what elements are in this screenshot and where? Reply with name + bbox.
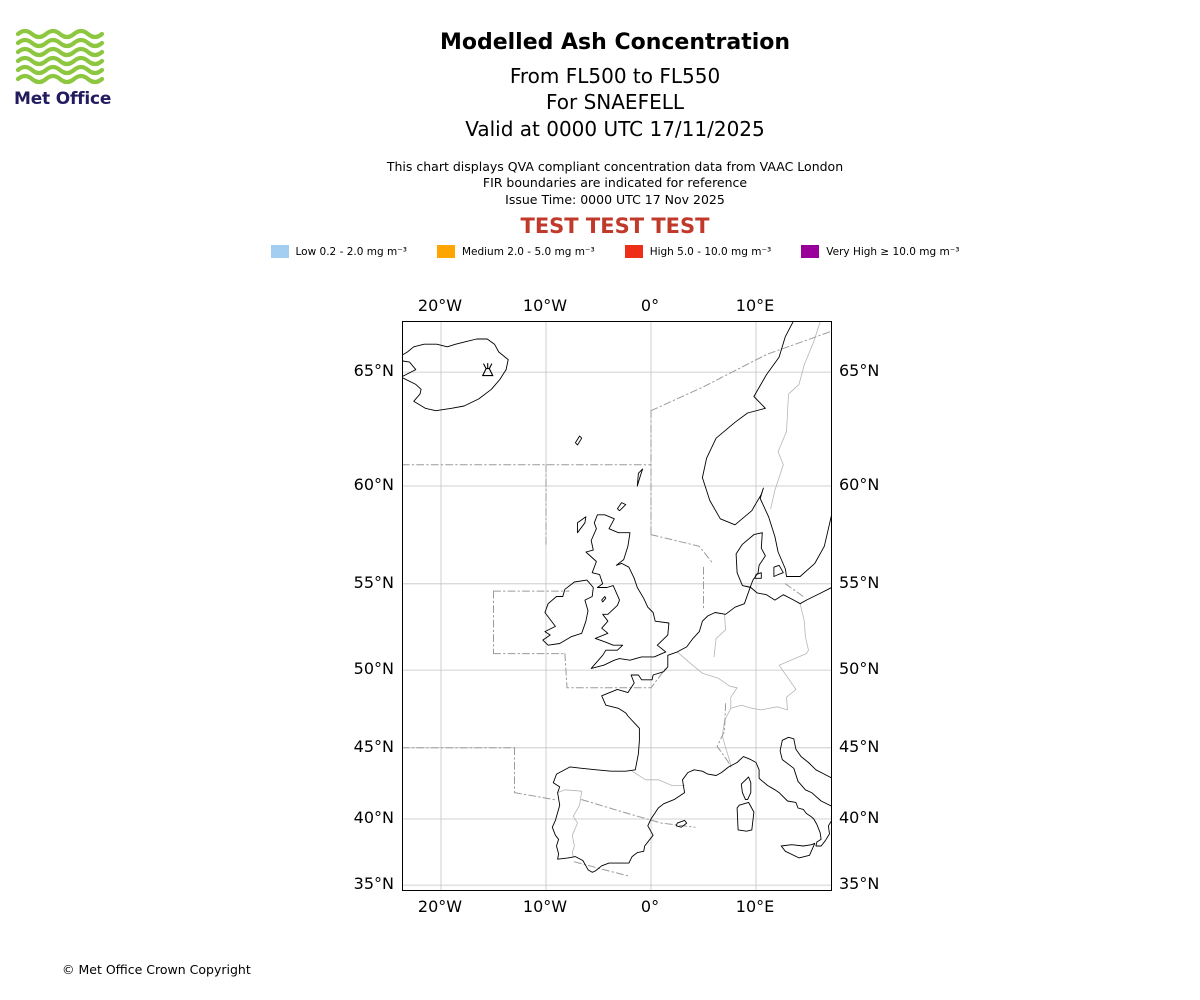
fir-boundary — [784, 583, 804, 597]
coastline — [675, 819, 688, 828]
lat-tick-right: 50°N — [839, 659, 880, 679]
fir-boundary — [650, 330, 831, 412]
fir-boundary — [716, 703, 732, 768]
ash-concentration-map — [402, 321, 832, 891]
country-border — [713, 613, 727, 658]
coastline — [701, 322, 831, 577]
lon-tick-bottom: 10°W — [522, 897, 568, 916]
country-border — [676, 651, 738, 709]
coastline — [551, 532, 831, 873]
coastline — [403, 338, 509, 412]
met-office-logo-text: Met Office — [14, 89, 112, 109]
country-border — [799, 603, 809, 655]
lon-tick-top: 10°E — [735, 296, 775, 315]
coastline — [574, 435, 583, 446]
coastline — [577, 516, 587, 534]
lat-tick-right: 65°N — [839, 361, 880, 381]
legend-label: Medium 2.0 - 5.0 mg m⁻³ — [461, 245, 595, 258]
coastline — [779, 736, 831, 807]
coastline — [601, 596, 607, 603]
legend-swatch-medium — [436, 245, 455, 258]
flight-level-subtitle: From FL500 to FL550 — [509, 64, 721, 88]
page-title: Modelled Ash Concentration — [439, 30, 791, 55]
legend-item-medium: Medium 2.0 - 5.0 mg m⁻³ — [436, 245, 595, 258]
test-banner: TEST TEST TEST — [520, 214, 710, 238]
copyright-footer: © Met Office Crown Copyright — [62, 962, 251, 977]
lat-tick-left: 65°N — [353, 361, 394, 381]
lat-tick-left: 35°N — [353, 874, 394, 894]
legend-label: Low 0.2 - 2.0 mg m⁻³ — [295, 245, 407, 258]
fir-boundary — [573, 861, 630, 877]
country-border — [730, 653, 807, 711]
lon-tick-top: 20°W — [417, 296, 463, 315]
lat-tick-right: 40°N — [839, 807, 880, 827]
lat-tick-left: 50°N — [353, 659, 394, 679]
fir-boundary — [581, 799, 696, 828]
legend-swatch-very-high — [801, 245, 820, 258]
lat-tick-left: 40°N — [353, 807, 394, 827]
fir-boundary — [564, 653, 667, 689]
legend-swatch-low — [270, 245, 289, 258]
lat-tick-right: 60°N — [839, 475, 880, 494]
coastline — [616, 502, 627, 512]
issue-time-note: Issue Time: 0000 UTC 17 Nov 2025 — [505, 192, 725, 207]
legend-item-low: Low 0.2 - 2.0 mg m⁻³ — [270, 245, 407, 258]
country-border — [721, 707, 732, 768]
country-border — [631, 770, 686, 786]
fir-boundary — [650, 534, 714, 564]
met-office-waves-icon — [16, 28, 104, 85]
legend-item-high: High 5.0 - 10.0 mg m⁻³ — [624, 245, 772, 258]
lat-tick-right: 35°N — [839, 874, 880, 894]
lon-tick-top: 10°W — [522, 296, 568, 315]
coastline — [542, 579, 594, 646]
coastline — [754, 572, 762, 579]
fir-boundary — [514, 792, 555, 801]
coastline — [585, 514, 670, 669]
concentration-legend: Low 0.2 - 2.0 mg m⁻³ Medium 2.0 - 5.0 mg … — [15, 245, 1200, 258]
lon-tick-bottom: 0° — [640, 897, 660, 916]
lon-tick-bottom: 20°W — [417, 897, 463, 916]
lat-tick-left: 55°N — [353, 572, 394, 592]
legend-item-very-high: Very High ≥ 10.0 mg m⁻³ — [801, 245, 959, 258]
fir-note: FIR boundaries are indicated for referen… — [482, 175, 748, 190]
lat-tick-left: 45°N — [353, 736, 394, 756]
volcano-marker — [481, 363, 494, 377]
legend-label: High 5.0 - 10.0 mg m⁻³ — [649, 245, 772, 258]
coastline — [740, 776, 752, 801]
lon-tick-top: 0° — [640, 296, 660, 315]
country-border — [770, 322, 821, 510]
qva-note: This chart displays QVA compliant concen… — [386, 159, 844, 174]
legend-label: Very High ≥ 10.0 mg m⁻³ — [826, 245, 960, 258]
lat-tick-right: 55°N — [839, 572, 880, 592]
legend-swatch-high — [624, 245, 643, 258]
country-border — [557, 789, 583, 857]
valid-time-subtitle: Valid at 0000 UTC 17/11/2025 — [465, 117, 765, 141]
met-office-logo: Met Office — [14, 28, 124, 109]
lat-tick-right: 45°N — [839, 736, 880, 756]
coastline — [780, 842, 816, 859]
coastline — [773, 564, 784, 577]
lat-tick-left: 60°N — [353, 475, 394, 494]
coastline — [636, 468, 644, 487]
coastline — [736, 801, 755, 832]
volcano-subtitle: For SNAEFELL — [545, 90, 684, 114]
lon-tick-bottom: 10°E — [735, 897, 775, 916]
